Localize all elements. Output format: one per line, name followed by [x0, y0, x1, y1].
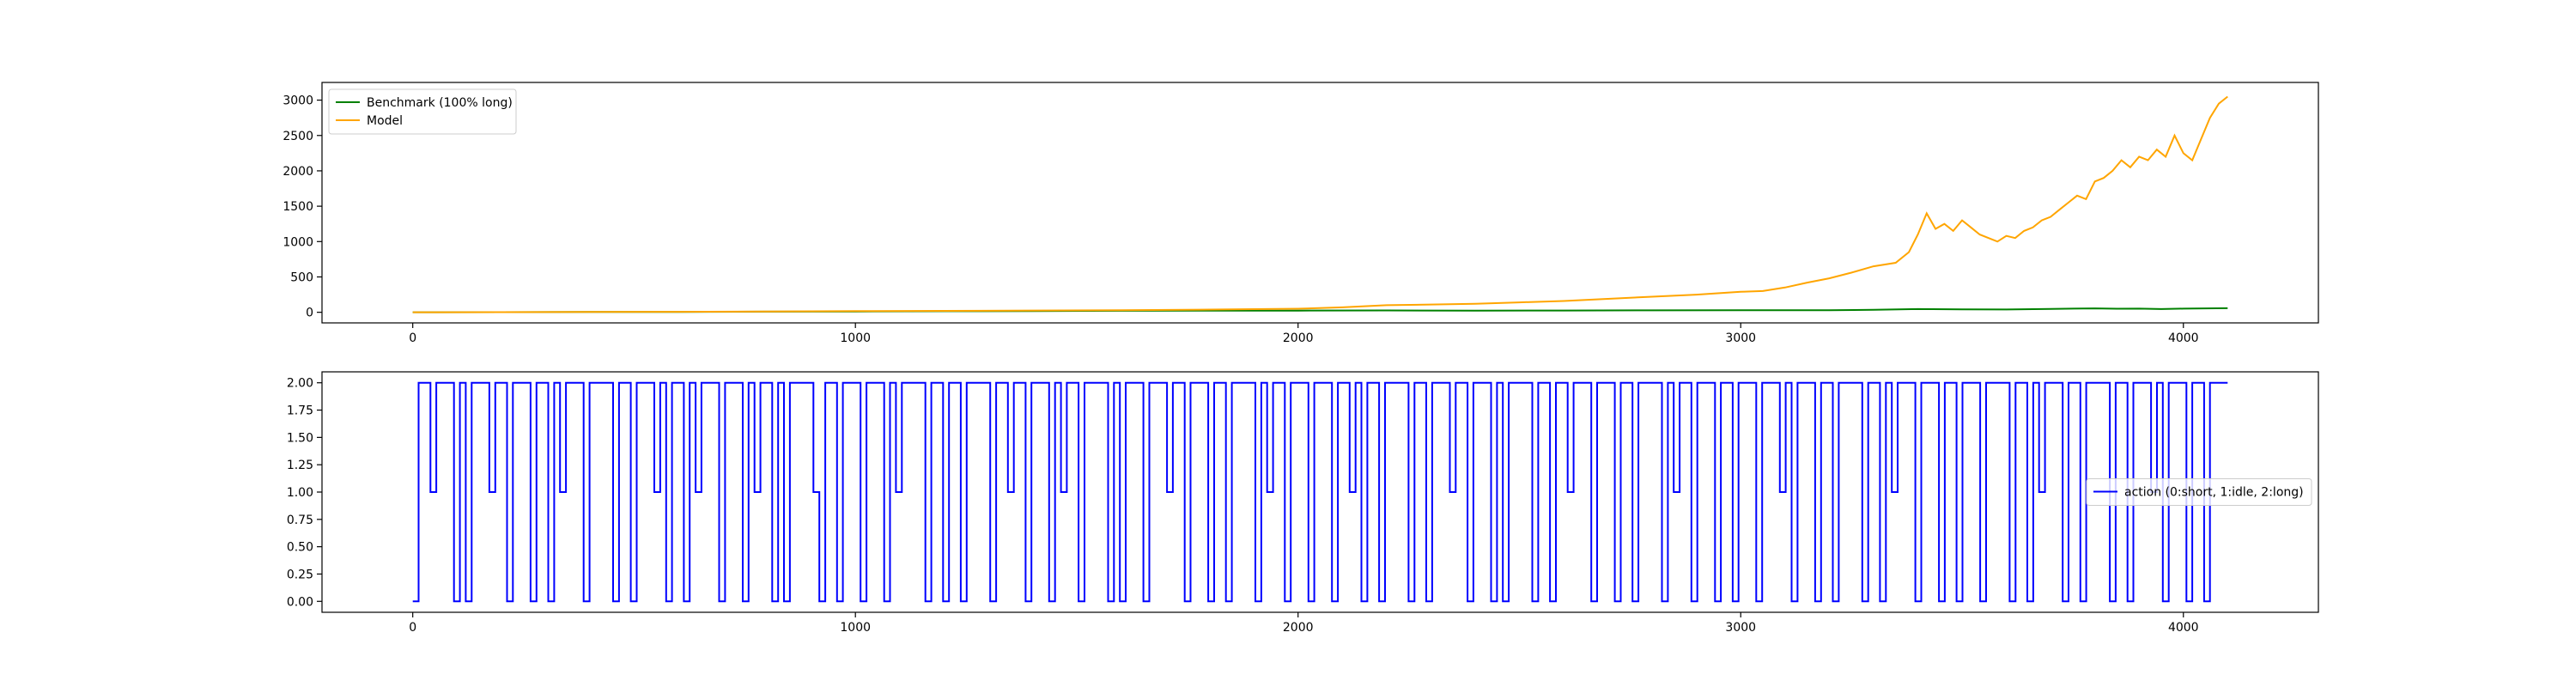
y-tick-label: 0.50 — [287, 541, 313, 555]
x-tick-label: 2000 — [1283, 621, 1314, 635]
axes-frame — [321, 82, 2319, 324]
y-tick-label: 1.50 — [287, 431, 313, 445]
x-tick-label: 2000 — [1283, 331, 1314, 345]
legend-label: action (0:short, 1:idle, 2:long) — [2124, 486, 2304, 500]
y-tick-label: 1.75 — [287, 404, 313, 418]
plot-area — [412, 95, 2228, 313]
x-tick-label: 1000 — [840, 621, 871, 635]
y-tick-label: 0 — [306, 307, 313, 320]
x-tick-label: 1000 — [840, 331, 871, 345]
legend: Benchmark (100% long) Model — [328, 88, 517, 135]
y-tick-label: 2.00 — [287, 377, 313, 391]
plot-area — [412, 381, 2228, 603]
axes-2: 0 1000 2000 3000 4000 0.00 0.25 0.50 0.75 1.00 1.2… — [287, 371, 2319, 635]
y-tick-label: 1500 — [283, 200, 313, 214]
legend-label: Benchmark (100% long) — [367, 96, 513, 110]
x-tick-label: 3000 — [1725, 331, 1756, 345]
axes-1: 0 1000 2000 3000 4000 0 500 1000 1500 2000 2500 300… — [283, 82, 2319, 345]
y-tick-label: 2000 — [283, 165, 313, 179]
legend: action (0:short, 1:idle, 2:long) — [2086, 478, 2312, 506]
y-tick-label: 0.75 — [287, 514, 313, 527]
x-tick-label: 4000 — [2168, 331, 2199, 345]
legend-box — [2086, 478, 2312, 506]
x-tick-label: 4000 — [2168, 621, 2199, 635]
legend-box — [328, 88, 517, 135]
y-tick-label: 1.25 — [287, 459, 313, 472]
y-tick-label: 3000 — [283, 94, 313, 108]
axes-frame — [321, 371, 2319, 613]
series-line-2 — [412, 95, 2228, 313]
y-tick-label: 1000 — [283, 235, 313, 249]
y-tick-label: 1.00 — [287, 486, 313, 500]
y-tick-label: 2500 — [283, 130, 313, 143]
x-tick-label: 0 — [409, 621, 416, 635]
series-line-1 — [412, 381, 2228, 603]
x-tick-label: 0 — [409, 331, 416, 345]
y-tick-label: 0.25 — [287, 568, 313, 581]
y-tick-label: 0.00 — [287, 595, 313, 609]
x-tick-label: 3000 — [1725, 621, 1756, 635]
y-tick-label: 500 — [290, 271, 313, 284]
legend-label: Model — [367, 114, 403, 128]
